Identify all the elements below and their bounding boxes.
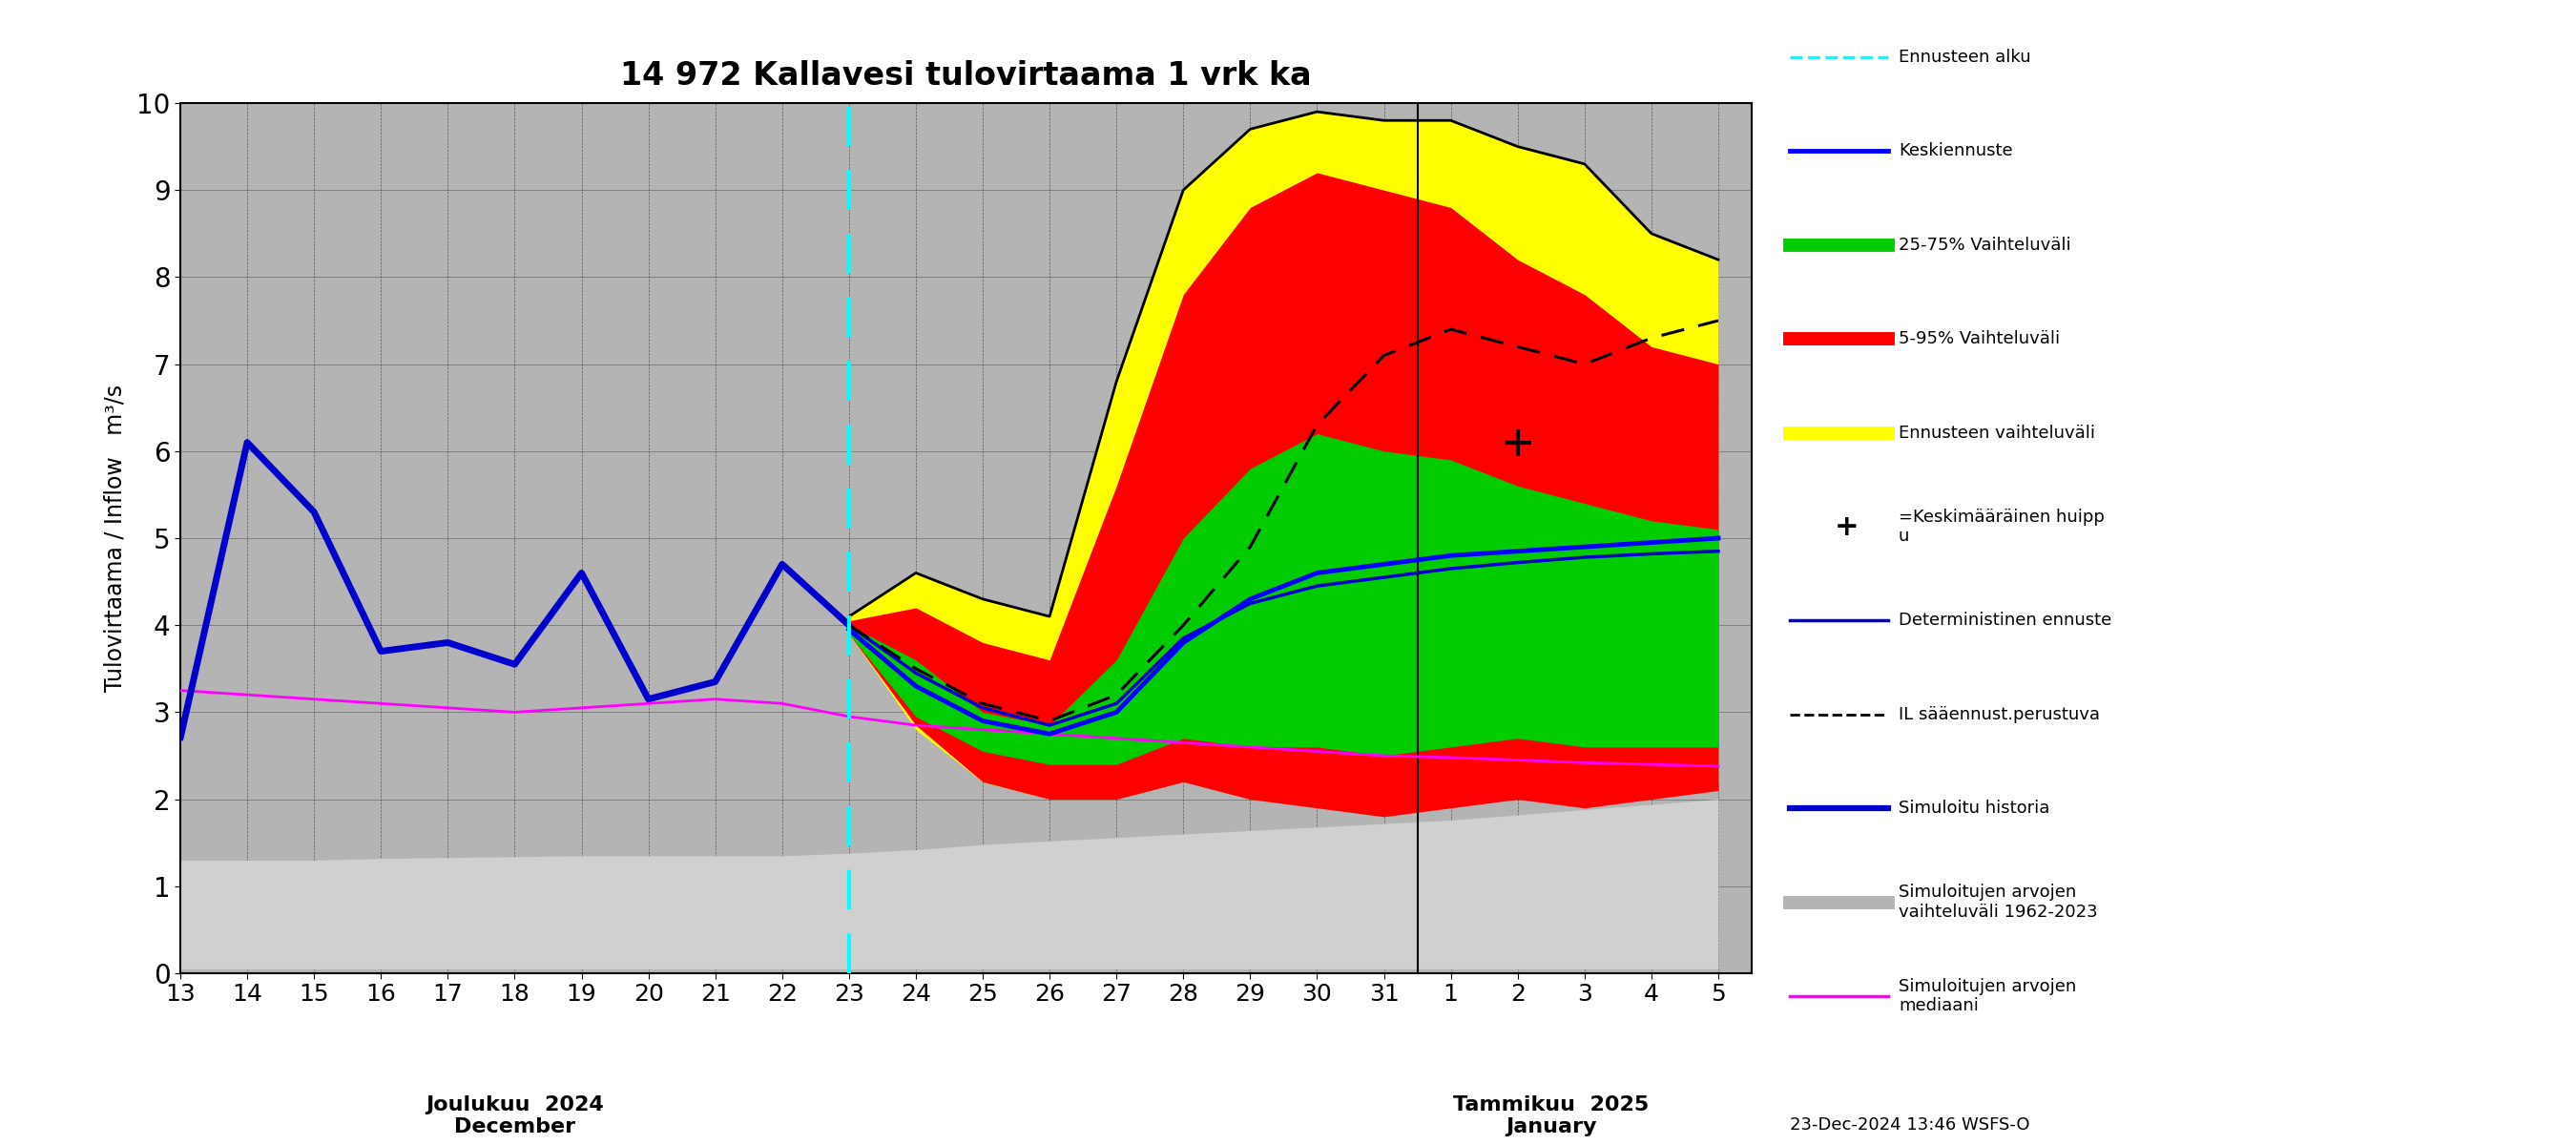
Title: 14 972 Kallavesi tulovirtaama 1 vrk ka: 14 972 Kallavesi tulovirtaama 1 vrk ka <box>621 60 1311 92</box>
Text: 5-95% Vaihteluväli: 5-95% Vaihteluväli <box>1899 330 2061 348</box>
Y-axis label: Tulovirtaama / Inflow   m³/s: Tulovirtaama / Inflow m³/s <box>103 385 126 692</box>
Text: Ennusteen alku: Ennusteen alku <box>1899 48 2030 65</box>
Text: Keskiennuste: Keskiennuste <box>1899 143 2012 160</box>
Text: Ennusteen vaihteluväli: Ennusteen vaihteluväli <box>1899 425 2094 442</box>
Text: Simuloitujen arvojen
vaihteluväli 1962-2023: Simuloitujen arvojen vaihteluväli 1962-2… <box>1899 884 2097 921</box>
Text: Joulukuu  2024
December: Joulukuu 2024 December <box>425 1095 603 1136</box>
Text: Tammikuu  2025
January: Tammikuu 2025 January <box>1453 1095 1649 1136</box>
Text: IL sääennust.perustuva: IL sääennust.perustuva <box>1899 705 2099 724</box>
Text: =Keskimääräinen huipp
u: =Keskimääräinen huipp u <box>1899 508 2105 545</box>
Text: Simuloitujen arvojen
mediaani: Simuloitujen arvojen mediaani <box>1899 978 2076 1014</box>
Text: Deterministinen ennuste: Deterministinen ennuste <box>1899 611 2112 630</box>
Text: 23-Dec-2024 13:46 WSFS-O: 23-Dec-2024 13:46 WSFS-O <box>1790 1116 2030 1134</box>
Text: +: + <box>1834 513 1860 540</box>
Text: Simuloitu historia: Simuloitu historia <box>1899 800 2050 818</box>
Text: 25-75% Vaihteluväli: 25-75% Vaihteluväli <box>1899 237 2071 254</box>
